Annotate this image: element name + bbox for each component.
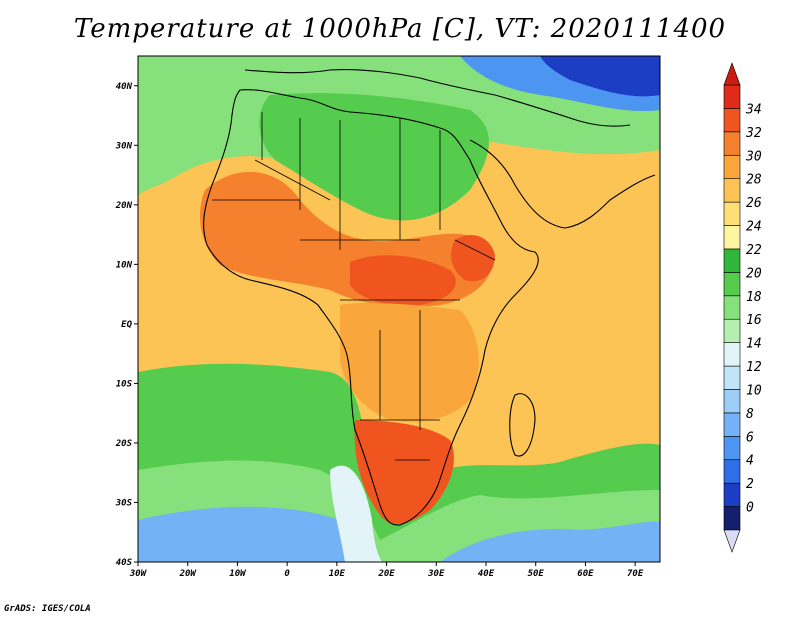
colorbar-swatch bbox=[723, 154, 741, 179]
europe-coldest bbox=[540, 56, 660, 97]
colorbar-swatch bbox=[723, 365, 741, 390]
longitude-axis: 30W 20W 10W 0 10E 20E 30E 40E 50E 60E 70E bbox=[129, 562, 644, 579]
colorbar-swatch bbox=[723, 459, 741, 484]
colorbar-label: 12 bbox=[746, 360, 762, 375]
lat-tick-label: 10N bbox=[116, 260, 133, 270]
map-frame bbox=[137, 55, 661, 563]
lon-tick-label: 10W bbox=[229, 569, 247, 579]
lat-tick-label: EQ bbox=[121, 320, 132, 330]
lat-tick-label: 30N bbox=[115, 141, 133, 151]
madagascar-coast bbox=[509, 393, 536, 457]
colorbar-swatch bbox=[723, 108, 741, 133]
temperature-field bbox=[138, 56, 660, 562]
lat-tick-label: 10S bbox=[116, 379, 133, 389]
southern-africa-hot bbox=[354, 420, 454, 525]
colorbar-label: 26 bbox=[746, 196, 762, 211]
colorbar-label: 16 bbox=[746, 313, 762, 328]
colorbar-label: 20 bbox=[746, 266, 762, 281]
country-borders bbox=[212, 112, 496, 461]
colorbar-label: 30 bbox=[745, 149, 762, 164]
lon-tick-label: 40E bbox=[478, 569, 495, 579]
colorbar-swatch bbox=[723, 225, 741, 250]
colorbar-label: 10 bbox=[746, 383, 762, 398]
colorbar-swatch bbox=[723, 318, 741, 343]
colorbar-label: 0 bbox=[746, 501, 754, 516]
benguela-cold bbox=[330, 465, 382, 562]
latitude-axis: 40N 30N 20N 10N EQ 10S 20S 30S 40S bbox=[115, 82, 138, 568]
colorbar-label: 6 bbox=[746, 430, 754, 445]
colorbar-swatch bbox=[723, 342, 741, 367]
lon-tick-label: 30W bbox=[129, 569, 148, 579]
lon-tick-label: 10E bbox=[329, 569, 346, 579]
lon-tick-label: 60E bbox=[577, 569, 594, 579]
lon-tick-label: 30E bbox=[427, 569, 445, 579]
colorbar-label: 28 bbox=[746, 173, 762, 188]
coastlines bbox=[203, 68, 656, 526]
southern-ocean-blue bbox=[138, 506, 380, 562]
colorbar-swatch bbox=[723, 436, 741, 461]
grads-credit: GrADS: IGES/COLA bbox=[4, 604, 91, 614]
map-title: Temperature at 1000hPa [C], VT: 20201114… bbox=[73, 14, 727, 44]
colorbar-label: 22 bbox=[746, 243, 762, 258]
colorbar-swatch bbox=[723, 178, 741, 203]
colorbar-label: 14 bbox=[746, 337, 762, 352]
colorbar-swatch bbox=[723, 201, 741, 226]
lon-tick-label: 20W bbox=[179, 569, 198, 579]
colorbar-swatch bbox=[723, 482, 741, 507]
lon-tick-label: 70E bbox=[627, 569, 644, 579]
lat-tick-label: 30S bbox=[115, 498, 133, 508]
colorbar-swatch bbox=[723, 131, 741, 156]
southern-ocean-blue-east bbox=[440, 521, 660, 562]
lat-tick-label: 40S bbox=[116, 558, 133, 568]
colorbar-swatch bbox=[723, 389, 741, 414]
lat-tick-label: 20N bbox=[115, 201, 133, 211]
lon-tick-label: 20E bbox=[377, 569, 395, 579]
colorbar-label: 2 bbox=[746, 477, 754, 492]
colorbar-label: 34 bbox=[745, 102, 762, 117]
lat-tick-label: 40N bbox=[116, 82, 133, 92]
colorbar-swatch bbox=[723, 506, 741, 531]
lon-tick-label: 0 bbox=[284, 569, 290, 579]
europe-coast bbox=[244, 68, 631, 127]
colorbar-label: 8 bbox=[746, 407, 754, 422]
lat-tick-label: 20S bbox=[115, 439, 133, 449]
central-africa-hot bbox=[350, 255, 456, 306]
arabian-coast bbox=[469, 139, 656, 229]
colorbar-swatch bbox=[723, 272, 741, 297]
colorbar-label: 18 bbox=[746, 290, 762, 305]
colorbar-swatch bbox=[723, 84, 741, 109]
colorbar-swatch bbox=[723, 248, 741, 273]
congo-warm bbox=[340, 302, 479, 422]
colorbar-swatch bbox=[723, 412, 741, 437]
colorbar-swatch bbox=[723, 295, 741, 320]
africa-coastline bbox=[203, 89, 539, 526]
colorbar-label: 4 bbox=[746, 454, 754, 469]
colorbar-over-arrow bbox=[723, 62, 741, 86]
ethiopia-hot bbox=[451, 235, 495, 282]
colorbar-label: 32 bbox=[745, 126, 762, 141]
colorbar-label: 24 bbox=[746, 220, 762, 235]
madagascar-warm bbox=[509, 393, 535, 456]
colorbar-under-arrow bbox=[723, 529, 741, 553]
lon-tick-label: 50E bbox=[528, 569, 545, 579]
